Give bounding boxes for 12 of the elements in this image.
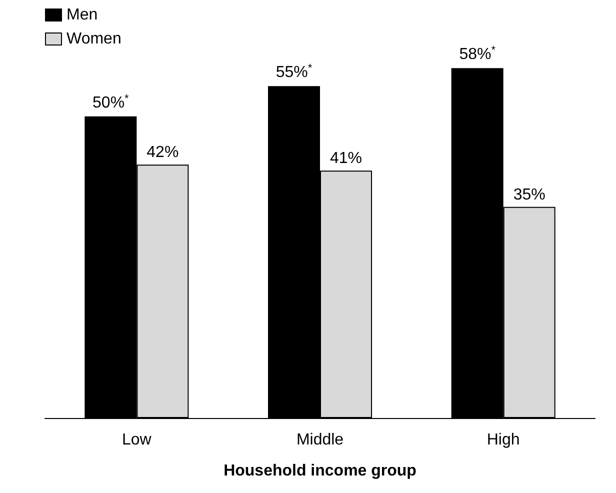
x-tick-label: High [486, 432, 520, 448]
x-axis-title: Household income group [224, 462, 417, 480]
x-tick-label: Middle [296, 432, 344, 448]
data-label: 35% [513, 186, 546, 204]
data-label: 42% [146, 144, 179, 162]
legend-label: Men [66, 6, 98, 24]
legend-label: Women [66, 30, 122, 48]
data-label: 41% [330, 150, 362, 168]
data-label: 58%* [459, 44, 496, 64]
data-label: 55%* [276, 62, 313, 82]
x-tick-label: Low [122, 432, 152, 448]
data-label: 50%* [92, 92, 130, 112]
